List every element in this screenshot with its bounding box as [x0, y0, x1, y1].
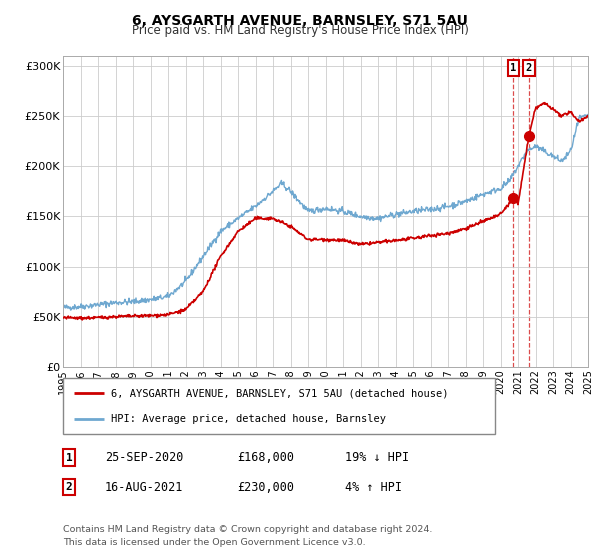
Text: 16-AUG-2021: 16-AUG-2021 — [105, 480, 184, 494]
Text: £230,000: £230,000 — [237, 480, 294, 494]
Text: 1: 1 — [510, 63, 517, 73]
Text: 2: 2 — [526, 63, 532, 73]
Text: 6, AYSGARTH AVENUE, BARNSLEY, S71 5AU: 6, AYSGARTH AVENUE, BARNSLEY, S71 5AU — [132, 14, 468, 28]
Text: 25-SEP-2020: 25-SEP-2020 — [105, 451, 184, 464]
Text: £168,000: £168,000 — [237, 451, 294, 464]
Text: This data is licensed under the Open Government Licence v3.0.: This data is licensed under the Open Gov… — [63, 538, 365, 547]
Text: Contains HM Land Registry data © Crown copyright and database right 2024.: Contains HM Land Registry data © Crown c… — [63, 525, 433, 534]
Text: HPI: Average price, detached house, Barnsley: HPI: Average price, detached house, Barn… — [110, 414, 386, 424]
Text: Price paid vs. HM Land Registry's House Price Index (HPI): Price paid vs. HM Land Registry's House … — [131, 24, 469, 37]
Text: 4% ↑ HPI: 4% ↑ HPI — [345, 480, 402, 494]
Text: 2: 2 — [65, 482, 73, 492]
Text: 19% ↓ HPI: 19% ↓ HPI — [345, 451, 409, 464]
Text: 1: 1 — [65, 452, 73, 463]
Text: 6, AYSGARTH AVENUE, BARNSLEY, S71 5AU (detached house): 6, AYSGARTH AVENUE, BARNSLEY, S71 5AU (d… — [110, 388, 448, 398]
